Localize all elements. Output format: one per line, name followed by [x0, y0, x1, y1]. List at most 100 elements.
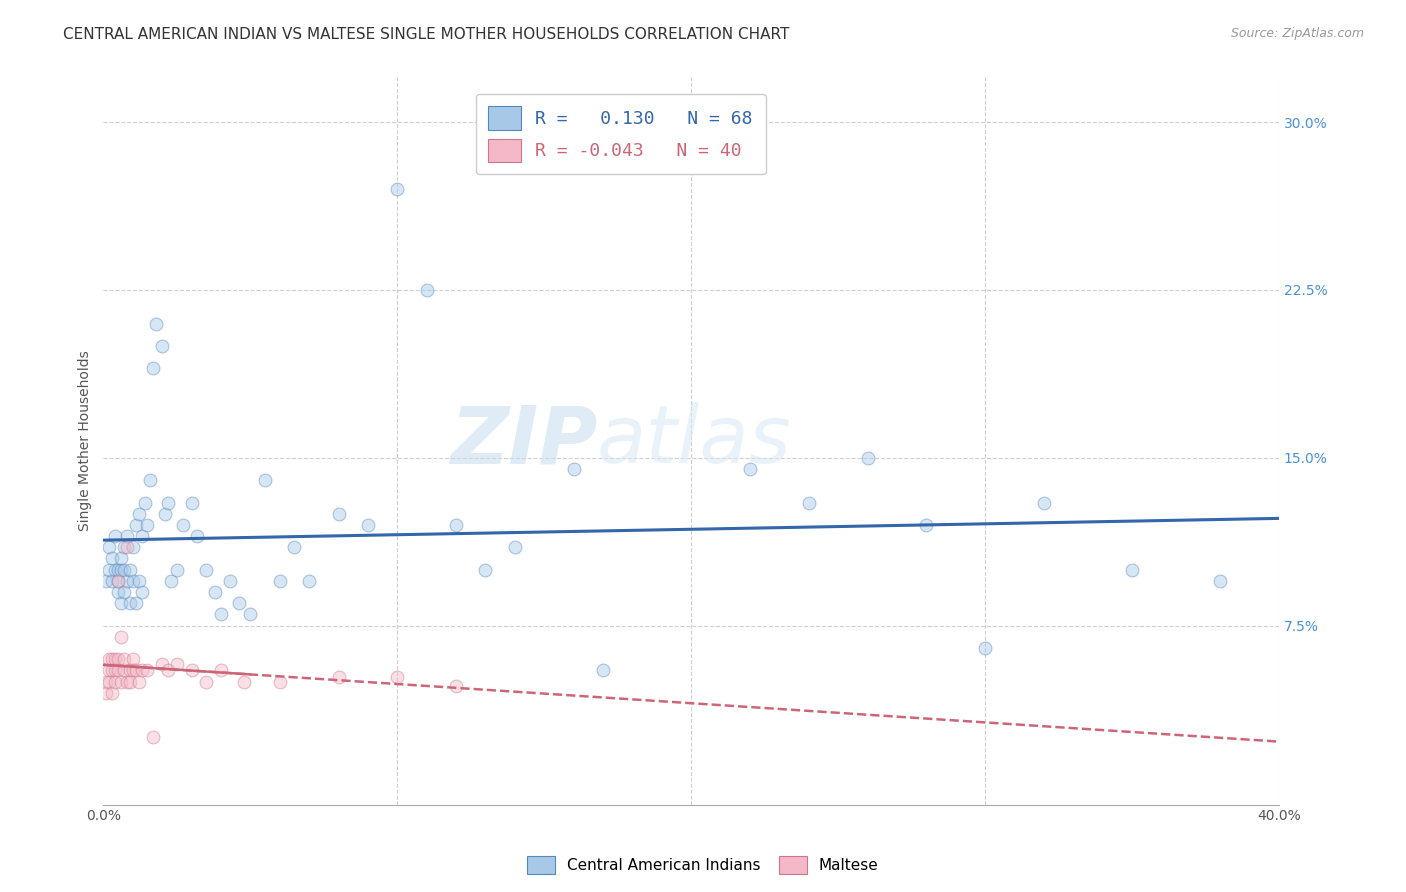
Point [110, 630, 132, 644]
Point [107, 585, 129, 599]
Point [415, 283, 437, 297]
Point [112, 664, 135, 678]
Point [166, 657, 188, 671]
Point [125, 596, 148, 610]
Legend: R =   0.130   N = 68, R = -0.043   N = 40: R = 0.130 N = 68, R = -0.043 N = 40 [475, 94, 765, 175]
Point [180, 664, 202, 678]
Point [107, 652, 129, 666]
Point [444, 679, 467, 693]
Point [96, 686, 118, 700]
Point [387, 670, 409, 684]
Point [474, 563, 496, 577]
Point [128, 574, 150, 588]
Point [195, 563, 218, 577]
Point [160, 574, 183, 588]
Point [142, 361, 165, 376]
Point [112, 585, 135, 599]
Point [153, 507, 176, 521]
Point [101, 664, 124, 678]
Point [444, 517, 467, 532]
Point [134, 495, 156, 509]
Point [209, 607, 232, 622]
Point [503, 541, 526, 555]
Point [107, 574, 129, 588]
Point [98, 563, 121, 577]
Point [157, 495, 180, 509]
Point [239, 607, 262, 622]
Point [121, 652, 143, 666]
Point [115, 529, 138, 543]
Point [107, 574, 129, 588]
Point [139, 473, 162, 487]
Point [797, 495, 820, 509]
Point [104, 652, 127, 666]
Point [112, 563, 135, 577]
Point [98, 541, 121, 555]
Point [204, 585, 226, 599]
Point [118, 664, 141, 678]
Point [357, 517, 380, 532]
Point [112, 541, 135, 555]
Point [298, 574, 321, 588]
Point [101, 652, 124, 666]
Point [98, 652, 121, 666]
Point [125, 517, 148, 532]
Point [150, 339, 173, 353]
Point [180, 495, 202, 509]
Point [387, 182, 409, 196]
Point [157, 664, 180, 678]
Point [101, 574, 124, 588]
Point [592, 664, 614, 678]
Point [118, 563, 141, 577]
Point [104, 664, 127, 678]
Point [186, 529, 208, 543]
Text: Source: ZipAtlas.com: Source: ZipAtlas.com [1230, 27, 1364, 40]
Point [107, 664, 129, 678]
Point [136, 517, 159, 532]
Point [195, 674, 218, 689]
Point [228, 596, 250, 610]
Point [269, 574, 291, 588]
Point [98, 664, 121, 678]
Point [269, 674, 291, 689]
Point [974, 640, 997, 655]
Point [738, 462, 761, 476]
Point [131, 529, 153, 543]
Point [118, 596, 141, 610]
Point [115, 674, 138, 689]
Point [136, 664, 159, 678]
Point [145, 317, 167, 331]
Text: atlas: atlas [598, 402, 792, 480]
Point [110, 596, 132, 610]
Text: CENTRAL AMERICAN INDIAN VS MALTESE SINGLE MOTHER HOUSEHOLDS CORRELATION CHART: CENTRAL AMERICAN INDIAN VS MALTESE SINGL… [63, 27, 790, 42]
Point [142, 731, 165, 745]
Point [915, 517, 938, 532]
Legend: Central American Indians, Maltese: Central American Indians, Maltese [522, 850, 884, 880]
Point [166, 563, 188, 577]
Point [104, 674, 127, 689]
Point [101, 686, 124, 700]
Point [128, 674, 150, 689]
Point [283, 541, 305, 555]
Point [121, 541, 143, 555]
Point [104, 529, 127, 543]
Point [1209, 574, 1232, 588]
Point [125, 664, 148, 678]
Point [131, 585, 153, 599]
Point [150, 657, 173, 671]
Point [101, 551, 124, 566]
Point [1121, 563, 1143, 577]
Point [1032, 495, 1054, 509]
Point [128, 507, 150, 521]
Point [96, 574, 118, 588]
Point [96, 674, 118, 689]
Point [104, 563, 127, 577]
Point [131, 664, 153, 678]
Point [110, 551, 132, 566]
Point [121, 574, 143, 588]
Point [218, 574, 240, 588]
Text: ZIP: ZIP [450, 402, 598, 480]
Point [118, 674, 141, 689]
Point [562, 462, 585, 476]
Point [115, 541, 138, 555]
